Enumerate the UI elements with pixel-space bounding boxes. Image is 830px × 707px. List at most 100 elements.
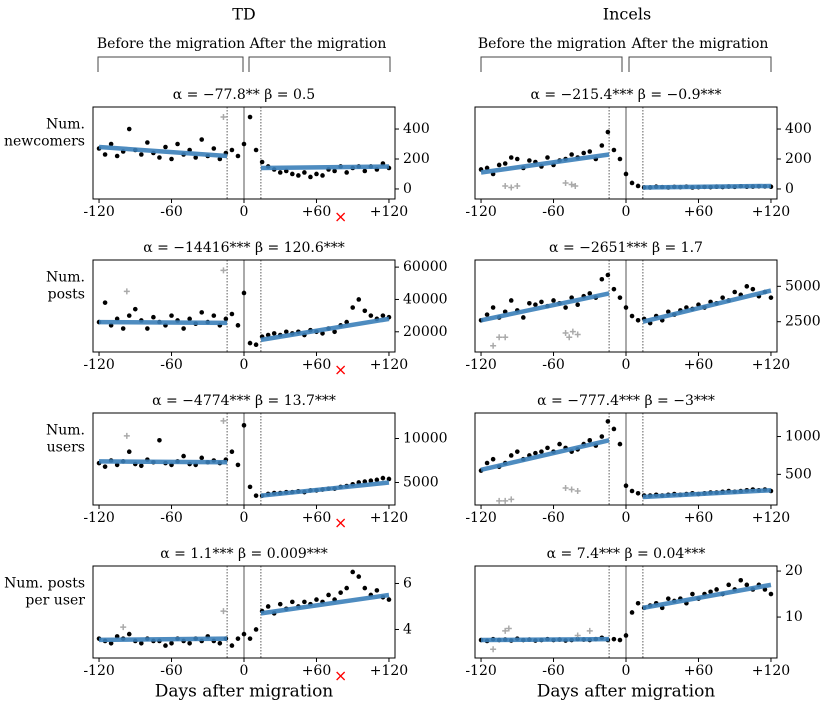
- data-point: [508, 453, 514, 458]
- data-point: [229, 311, 235, 317]
- data-point: [181, 326, 186, 331]
- data-point: [229, 147, 235, 153]
- data-point: [277, 601, 283, 607]
- y-axis-label: newcomers: [4, 134, 85, 150]
- data-point: [163, 144, 168, 150]
- data-point: [617, 156, 623, 162]
- data-point: [484, 460, 490, 466]
- data-point: [508, 298, 514, 303]
- y-tick-label: 200: [785, 151, 812, 167]
- y-tick-label: 5000: [403, 474, 439, 490]
- data-point: [527, 301, 532, 306]
- data-point: [151, 314, 156, 320]
- data-point: [629, 610, 635, 615]
- x-tick-label: 0: [240, 357, 249, 373]
- data-point: [665, 596, 671, 601]
- x-tick-label: +120: [752, 204, 790, 220]
- data-point: [587, 149, 593, 154]
- data-point: [350, 569, 356, 575]
- x-tick-label: +60: [302, 510, 332, 526]
- period-label: Before the migration: [97, 36, 245, 52]
- data-point: [738, 577, 744, 583]
- column-title: Incels: [603, 5, 651, 24]
- data-point: [169, 313, 174, 318]
- data-point: [253, 147, 259, 153]
- outlier-point: [220, 267, 227, 274]
- data-point: [623, 483, 629, 489]
- y-tick-label: 400: [403, 121, 430, 137]
- data-point: [611, 636, 617, 642]
- data-point: [605, 419, 611, 424]
- panel-title: α = −215.4*** β = −0.9***: [530, 87, 721, 103]
- data-point: [545, 155, 550, 160]
- data-point: [126, 313, 132, 318]
- fit-line: [642, 488, 772, 500]
- data-point: [247, 484, 253, 490]
- outlier-point: [220, 417, 227, 424]
- data-point: [241, 141, 247, 147]
- data-point: [302, 170, 307, 175]
- x-tick-label: -60: [160, 357, 183, 373]
- data-point: [314, 171, 319, 177]
- data-point: [514, 449, 520, 454]
- data-point: [635, 183, 641, 189]
- data-point: [545, 445, 550, 451]
- panel-title: α = 1.1*** β = 0.009***: [160, 546, 328, 562]
- column-title: TD: [232, 5, 256, 24]
- outlier-point: [505, 625, 512, 632]
- outlier-point: [220, 114, 227, 121]
- event-marker: [336, 671, 346, 681]
- period-label: Before the migration: [478, 36, 626, 52]
- data-point: [241, 631, 247, 637]
- data-point: [199, 310, 205, 315]
- x-tick-label: -60: [542, 663, 565, 679]
- data-point: [314, 597, 319, 602]
- data-point: [332, 329, 337, 335]
- data-point: [362, 168, 368, 174]
- fit-line: [642, 183, 771, 190]
- x-tick-label: 0: [622, 357, 631, 373]
- data-point: [768, 591, 774, 597]
- data-point: [514, 156, 520, 162]
- data-point: [750, 286, 756, 292]
- x-tick-label: -120: [83, 357, 114, 373]
- data-point: [539, 299, 544, 305]
- outlier-point: [562, 484, 569, 491]
- data-point: [283, 329, 289, 335]
- data-point: [253, 627, 259, 632]
- data-point: [102, 152, 108, 157]
- panel-title: α = −14416*** β = 120.6***: [143, 240, 345, 256]
- data-point: [380, 475, 386, 481]
- y-tick-label: 6: [403, 575, 412, 591]
- data-point: [163, 643, 168, 648]
- data-point: [605, 129, 611, 135]
- data-point: [290, 599, 295, 605]
- data-point: [302, 599, 307, 605]
- data-point: [320, 331, 325, 336]
- outlier-point: [496, 334, 503, 341]
- x-tick-label: +60: [302, 663, 332, 679]
- data-point: [386, 597, 392, 602]
- data-point: [508, 155, 514, 160]
- y-tick-label: 5000: [785, 278, 821, 294]
- data-point: [235, 323, 241, 328]
- data-point: [551, 298, 556, 303]
- outlier-point: [568, 486, 575, 493]
- data-point: [120, 326, 126, 331]
- data-point: [356, 297, 362, 302]
- fit-line: [260, 480, 390, 498]
- axes-frame: [92, 106, 396, 200]
- data-point: [169, 640, 174, 646]
- period-bracket: [97, 56, 772, 72]
- data-point: [587, 291, 593, 296]
- data-point: [744, 582, 750, 588]
- x-tick-label: -120: [465, 204, 496, 220]
- y-axis-label: Num.: [46, 270, 85, 286]
- data-point: [533, 302, 538, 308]
- x-tick-label: +60: [302, 357, 332, 373]
- data-point: [241, 423, 247, 428]
- data-point: [611, 147, 617, 153]
- fit-line: [99, 459, 228, 465]
- data-point: [247, 340, 253, 346]
- y-tick-label: 2500: [785, 314, 821, 330]
